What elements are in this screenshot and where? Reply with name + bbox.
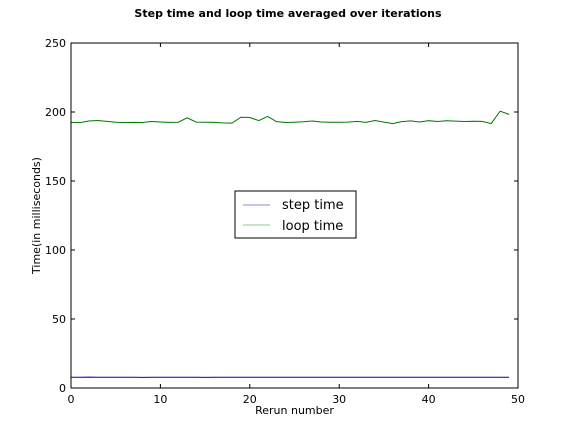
y-tick-label: 200 [45, 106, 66, 119]
legend-box [234, 190, 357, 239]
tick-layer: 0 10 20 30 40 50 0 50 100 150 200 250 [45, 37, 525, 406]
chart-title: Step time and loop time averaged over it… [134, 7, 442, 20]
y-tick-label: 0 [59, 382, 66, 395]
x-tick-label: 30 [332, 393, 346, 406]
x-tick-label: 40 [422, 393, 436, 406]
legend-label-step-time: step time [282, 198, 344, 213]
y-tick-label: 150 [45, 175, 66, 188]
x-tick-label: 0 [68, 393, 75, 406]
y-tick-label: 50 [52, 313, 66, 326]
y-tick-label: 100 [45, 244, 66, 257]
y-tick-label: 250 [45, 37, 66, 50]
series-line-loop-time [70, 110, 510, 125]
legend-label-loop-time: loop time [282, 219, 343, 234]
x-tick-label: 20 [243, 393, 257, 406]
x-axis-label: Rerun number [255, 404, 334, 417]
plot-frame [70, 42, 519, 389]
x-tick-label: 10 [153, 393, 167, 406]
x-tick-label: 50 [511, 393, 525, 406]
series-layer [70, 110, 510, 378]
y-axis-label: Time(in milliseconds) [30, 157, 43, 275]
legend: step time loop time [234, 190, 357, 239]
